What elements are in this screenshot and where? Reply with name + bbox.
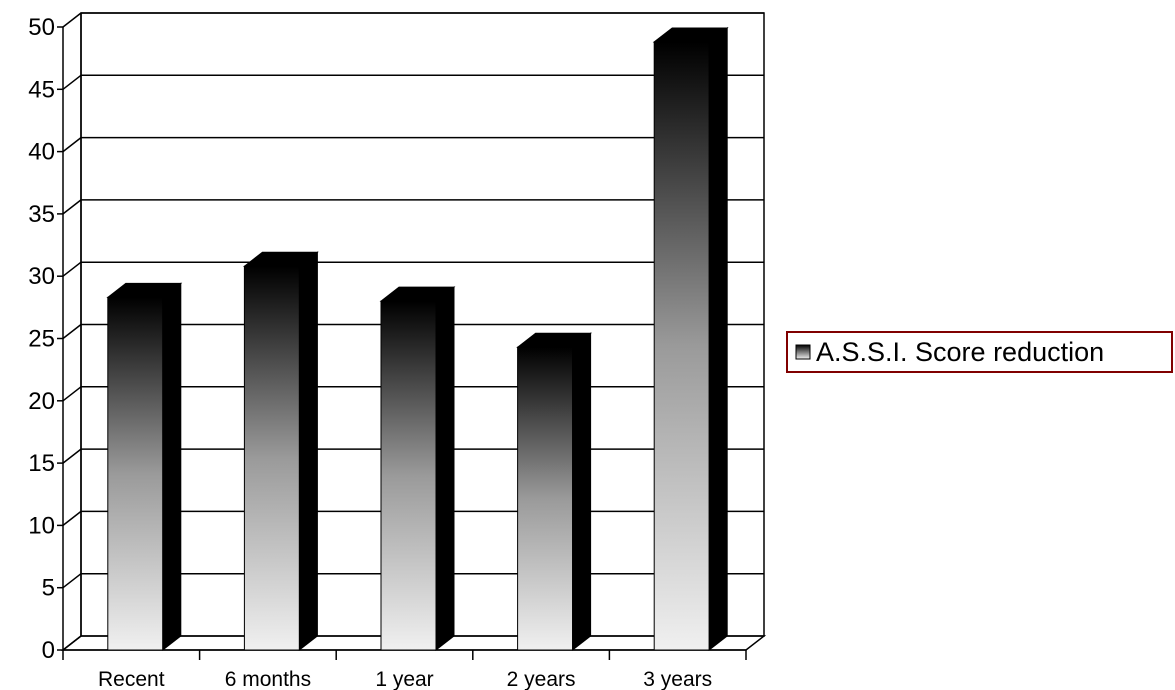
gridline-depth: [62, 12, 82, 28]
bar-side: [708, 26, 728, 652]
bar: [652, 26, 729, 652]
gridline-depth: [62, 635, 82, 651]
bar-side: [162, 282, 182, 652]
bar-top: [379, 286, 456, 302]
x-tick-label: 3 years: [643, 668, 712, 690]
gridline-depth: [62, 573, 82, 589]
bar-top: [516, 332, 593, 348]
legend: A.S.S.I. Score reduction: [786, 331, 1173, 373]
y-tick-label: 40: [28, 139, 55, 166]
bar-front: [517, 346, 574, 651]
gridline-depth: [62, 510, 82, 526]
bar-side: [298, 251, 318, 652]
bar-side: [572, 332, 592, 652]
y-tick-label: 35: [28, 201, 55, 228]
y-tick-label: 45: [28, 76, 55, 103]
gridline-depth: [62, 448, 82, 464]
x-tick-label: 6 months: [225, 668, 311, 690]
legend-label: A.S.S.I. Score reduction: [816, 337, 1104, 367]
y-tick-label: 15: [28, 450, 55, 477]
bar: [379, 286, 456, 652]
bar-front: [653, 41, 710, 651]
bar-top: [106, 282, 183, 298]
y-tick-label: 5: [42, 575, 55, 602]
bar-top: [242, 251, 319, 267]
x-tick-label: 1 year: [375, 668, 433, 690]
axis-layer: [57, 13, 747, 660]
y-tick-label: 50: [28, 14, 55, 41]
bar-front: [243, 265, 300, 651]
bars-layer: [106, 26, 729, 652]
bar-front: [107, 296, 164, 651]
gridline-depth: [62, 386, 82, 402]
bar: [242, 251, 319, 652]
bar-side: [435, 286, 455, 652]
legend-swatch: [795, 344, 811, 360]
y-tick-label: 20: [28, 388, 55, 415]
gridline-depth: [62, 261, 82, 277]
bar: [516, 332, 593, 652]
y-tick-label: 0: [42, 637, 55, 664]
bar-front: [380, 300, 437, 651]
y-tick-label: 25: [28, 326, 55, 353]
x-tick-label: Recent: [98, 668, 165, 690]
gridline-depth: [62, 323, 82, 340]
gridline-depth: [62, 137, 82, 153]
y-tick-label: 30: [28, 263, 55, 290]
bar-top: [652, 27, 729, 43]
legend-box: [786, 331, 1173, 373]
y-tick-label: 10: [28, 512, 55, 539]
bar: [106, 282, 183, 652]
gridline-depth: [62, 199, 82, 215]
gridline-depth: [62, 74, 82, 90]
x-tick-label: 2 years: [507, 668, 576, 690]
labels-layer: 0 5 10 15 20 25 30 35 40 45 50 Recent 6 months 1 year…: [28, 14, 712, 690]
grid-layer: [60, 12, 767, 651]
